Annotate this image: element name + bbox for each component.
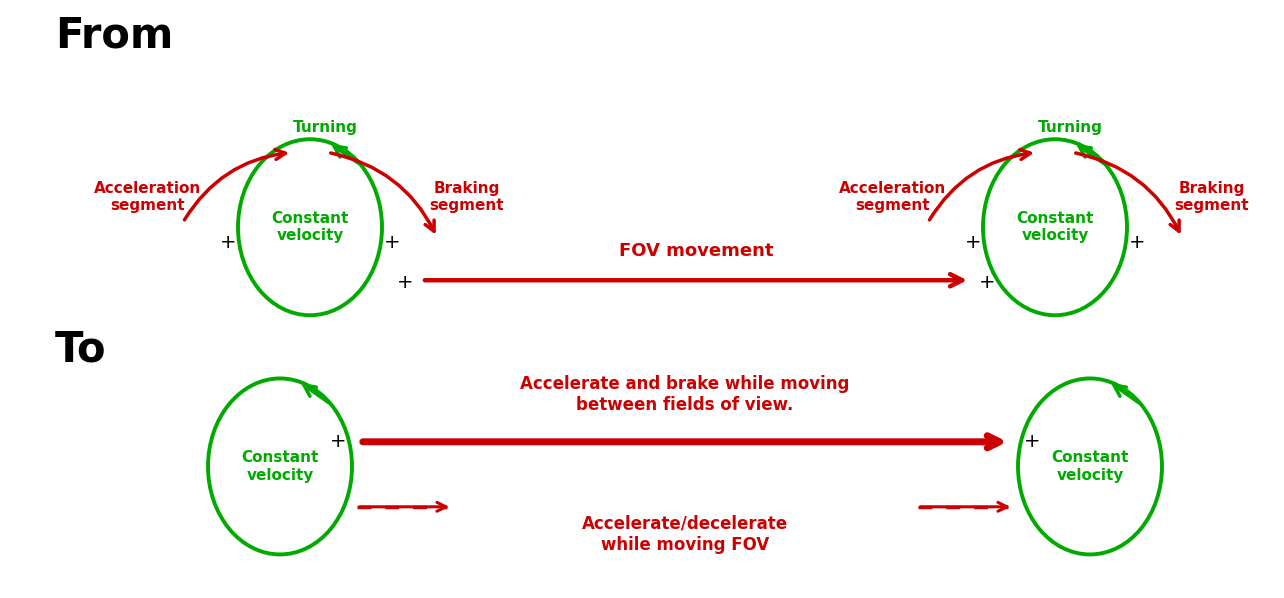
Text: Acceleration
segment: Acceleration segment xyxy=(840,181,946,213)
Text: +: + xyxy=(964,233,981,252)
Text: Turning: Turning xyxy=(293,120,357,135)
Text: +: + xyxy=(384,233,401,252)
Text: To: To xyxy=(55,329,107,371)
Text: +: + xyxy=(978,273,995,292)
Text: Constant
velocity: Constant velocity xyxy=(241,450,318,483)
Text: From: From xyxy=(55,15,173,57)
Text: Constant
velocity: Constant velocity xyxy=(271,211,349,243)
Text: +: + xyxy=(330,432,347,451)
Text: Turning: Turning xyxy=(1037,120,1103,135)
Text: +: + xyxy=(397,273,413,292)
Text: FOV movement: FOV movement xyxy=(619,242,773,260)
Text: Braking
segment: Braking segment xyxy=(430,181,505,213)
Text: Accelerate and brake while moving
between fields of view.: Accelerate and brake while moving betwee… xyxy=(520,375,850,414)
Text: Accelerate/decelerate
while moving FOV: Accelerate/decelerate while moving FOV xyxy=(582,515,788,554)
Text: Constant
velocity: Constant velocity xyxy=(1017,211,1094,243)
Text: Acceleration
segment: Acceleration segment xyxy=(95,181,202,213)
Text: Constant
velocity: Constant velocity xyxy=(1052,450,1129,483)
Text: +: + xyxy=(1129,233,1145,252)
Text: +: + xyxy=(1023,432,1040,451)
Text: +: + xyxy=(220,233,236,252)
Text: Braking
segment: Braking segment xyxy=(1175,181,1249,213)
